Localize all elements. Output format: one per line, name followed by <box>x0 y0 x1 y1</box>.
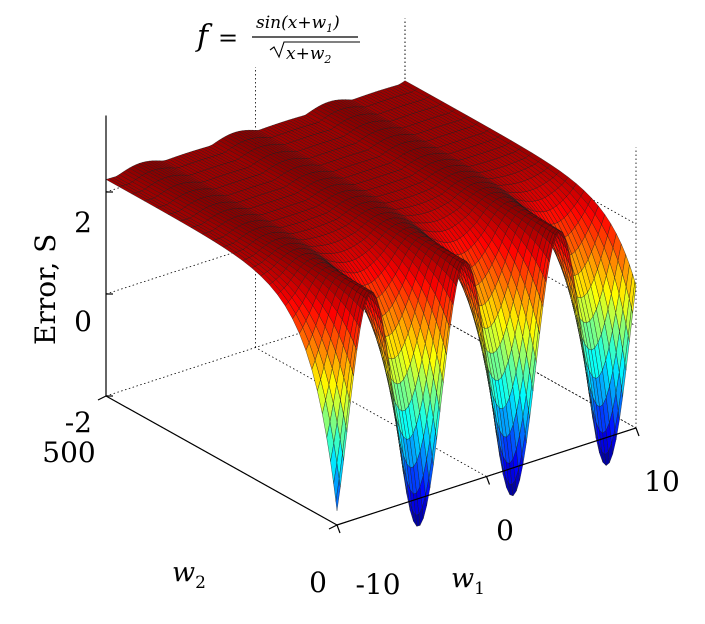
x-tick-label: -10 <box>355 568 400 601</box>
tick-labels: -10 0 10 0 500 -2 0 2 <box>42 206 680 601</box>
y-tick-label: 500 <box>42 436 95 469</box>
floor-gridline <box>255 347 487 477</box>
x-tick-label: 10 <box>644 465 680 498</box>
y-axis-label: w2 <box>172 557 206 593</box>
surface-layer <box>105 80 637 527</box>
chart-title: f = sin(x+w1) x+w2 <box>195 13 360 66</box>
title-numerator: sin(x+w1) <box>256 13 340 35</box>
y-axis-line <box>105 395 338 526</box>
y-tick-label: 0 <box>309 566 327 599</box>
x-axis-tick <box>336 524 341 534</box>
x-tick-label: 0 <box>496 514 514 547</box>
title-lhs: f <box>195 19 213 54</box>
y-axis-tick <box>328 524 338 530</box>
z-tick-label: 0 <box>74 305 92 338</box>
title-sqrt-sign <box>269 41 360 59</box>
axes-layer <box>97 115 640 534</box>
title-equals: = <box>218 24 238 52</box>
x-axis-label: w1 <box>451 563 485 599</box>
title-denominator: x+w2 <box>286 44 331 66</box>
z-tick-label: -2 <box>65 406 92 439</box>
x-axis-tick <box>635 427 640 437</box>
z-axis-label: Error, S <box>29 234 62 345</box>
x-axis-tick <box>485 476 491 485</box>
y-axis-tick <box>97 395 107 401</box>
z-tick-label: 2 <box>74 206 92 239</box>
surface-patch <box>631 281 637 314</box>
